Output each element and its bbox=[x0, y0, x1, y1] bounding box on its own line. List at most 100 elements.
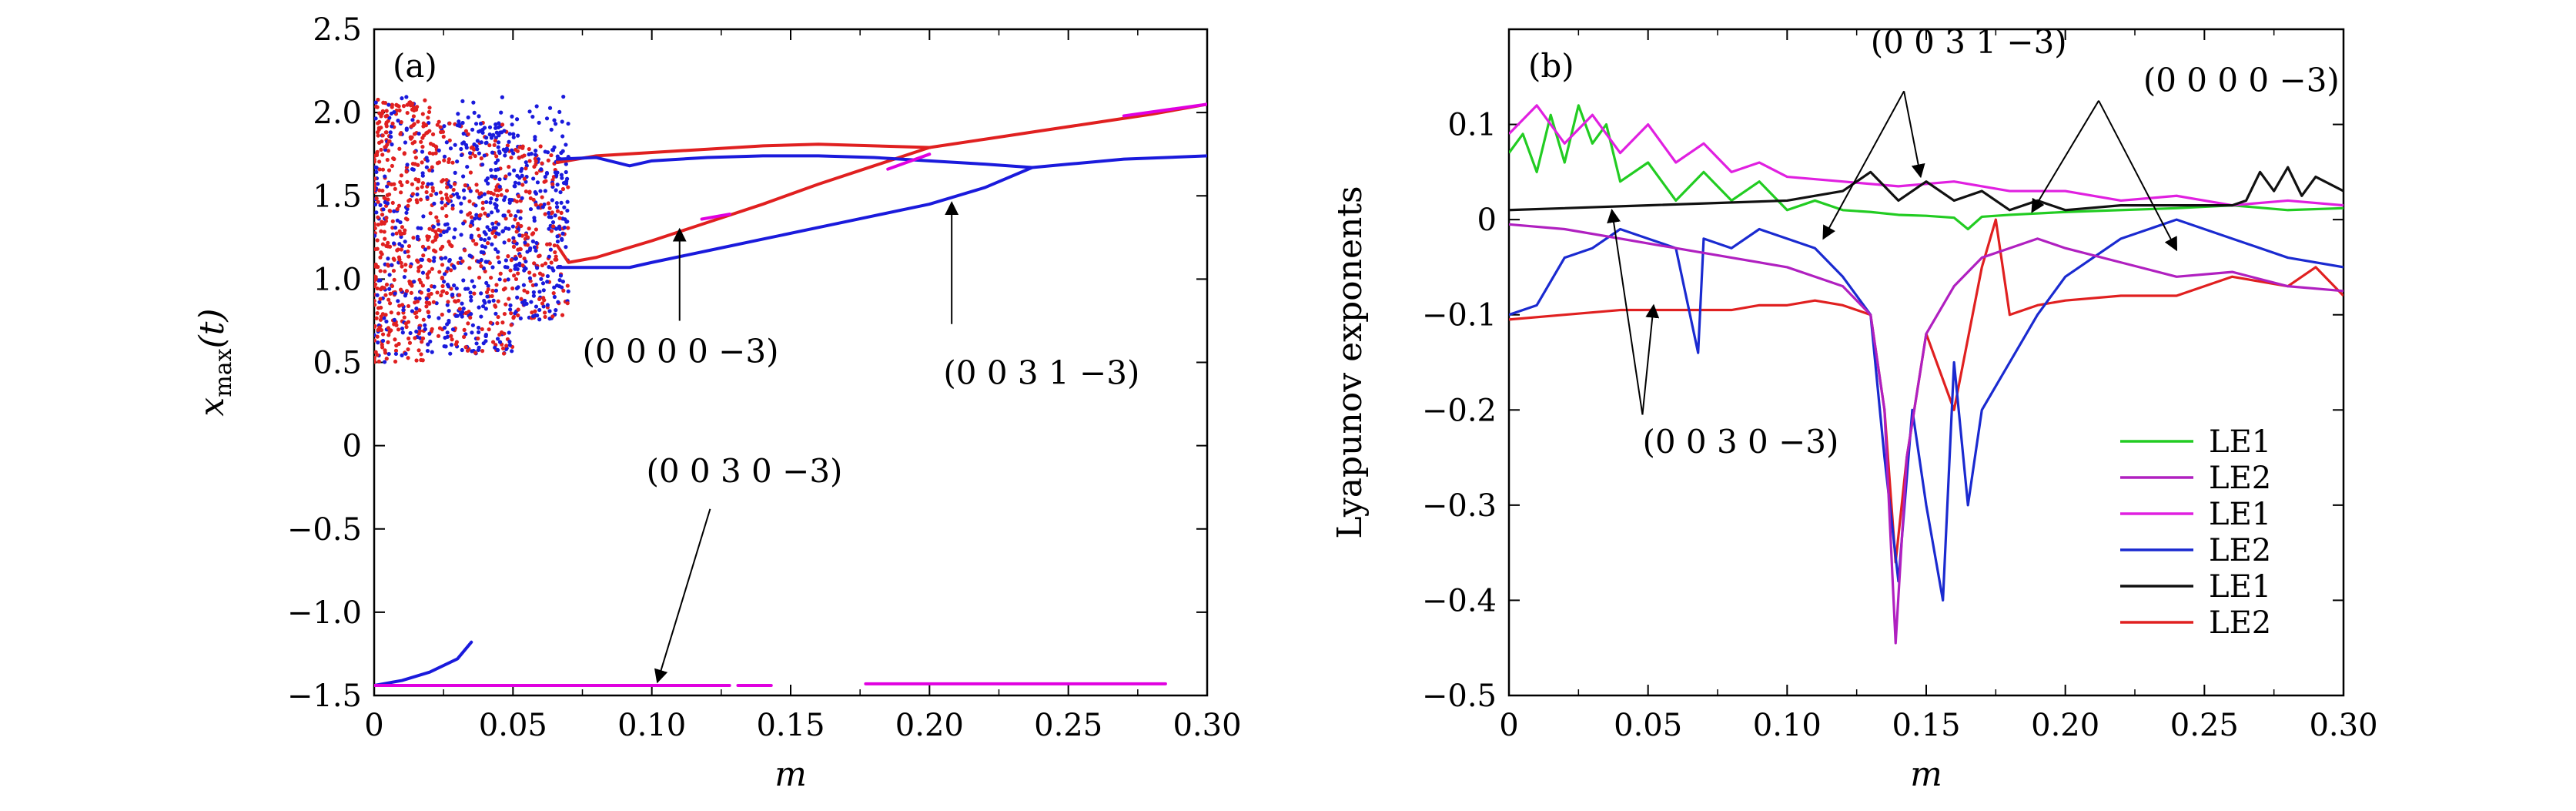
cloud-point bbox=[442, 344, 447, 349]
cloud-point bbox=[536, 254, 541, 259]
cloud-point bbox=[374, 226, 377, 231]
series-1-branch-0 bbox=[556, 154, 1034, 169]
cloud-point bbox=[454, 340, 460, 344]
cloud-point bbox=[504, 188, 510, 193]
cloud-point bbox=[480, 243, 485, 249]
cloud-point bbox=[400, 353, 404, 357]
cloud-point bbox=[503, 302, 508, 307]
cloud-point bbox=[406, 356, 410, 360]
y-tick-label: 1.5 bbox=[313, 179, 362, 214]
cloud-point bbox=[410, 101, 415, 106]
cloud-point bbox=[430, 227, 435, 233]
cloud-point bbox=[415, 186, 420, 191]
cloud-point bbox=[414, 315, 419, 320]
cloud-point bbox=[377, 167, 382, 172]
cloud-point bbox=[461, 140, 467, 145]
cloud-point bbox=[517, 181, 521, 186]
cloud-point bbox=[547, 214, 551, 220]
cloud-point bbox=[494, 130, 499, 135]
cloud-point bbox=[548, 247, 553, 252]
cloud-point bbox=[496, 140, 501, 145]
cloud-point bbox=[473, 203, 478, 208]
cloud-point bbox=[463, 345, 468, 350]
cloud-point bbox=[386, 333, 391, 337]
lyapunov-series-4 bbox=[1509, 166, 2343, 212]
cloud-point bbox=[397, 108, 402, 112]
cloud-point bbox=[448, 146, 453, 151]
cloud-point bbox=[400, 225, 405, 230]
cloud-point bbox=[431, 300, 436, 304]
cloud-point bbox=[451, 264, 456, 269]
cloud-point bbox=[449, 343, 454, 347]
cloud-point bbox=[417, 348, 421, 353]
cloud-point bbox=[459, 146, 463, 152]
cloud-point bbox=[524, 166, 528, 171]
cloud-point bbox=[434, 234, 439, 240]
cloud-point bbox=[495, 193, 500, 198]
cloud-point bbox=[479, 236, 483, 241]
cloud-point bbox=[450, 203, 455, 208]
cloud-point bbox=[423, 123, 429, 128]
cloud-point bbox=[403, 263, 408, 267]
cloud-point bbox=[468, 189, 473, 193]
cloud-point bbox=[449, 333, 453, 338]
chaotic-point-cloud bbox=[374, 94, 570, 364]
cloud-point bbox=[490, 293, 494, 299]
cloud-point bbox=[529, 152, 534, 156]
cloud-point bbox=[374, 355, 376, 360]
cloud-point bbox=[411, 114, 417, 119]
cloud-point bbox=[383, 236, 387, 241]
cloud-point bbox=[459, 209, 463, 214]
cloud-point bbox=[483, 260, 488, 264]
cloud-point bbox=[420, 336, 426, 340]
cloud-point bbox=[440, 283, 445, 289]
y-tick-label: −0.5 bbox=[287, 512, 362, 548]
cloud-point bbox=[432, 284, 437, 289]
cloud-point bbox=[427, 129, 432, 133]
cloud-point bbox=[552, 285, 557, 290]
cloud-point bbox=[375, 286, 380, 291]
cloud-point bbox=[425, 195, 430, 199]
cloud-point bbox=[424, 304, 429, 309]
cloud-point bbox=[494, 283, 499, 287]
cloud-point bbox=[510, 198, 514, 203]
cloud-point bbox=[545, 303, 550, 307]
cloud-point bbox=[427, 168, 432, 173]
cloud-point bbox=[473, 122, 479, 126]
cloud-point bbox=[415, 258, 420, 263]
cloud-point bbox=[513, 266, 517, 271]
cloud-point bbox=[456, 298, 460, 303]
cloud-point bbox=[397, 242, 402, 246]
cloud-point bbox=[384, 130, 389, 135]
cloud-point bbox=[460, 301, 464, 306]
cloud-point bbox=[560, 231, 565, 236]
cloud-point bbox=[508, 303, 513, 308]
cloud-point bbox=[420, 171, 425, 176]
cloud-point bbox=[506, 277, 510, 282]
cloud-point bbox=[394, 231, 399, 236]
cloud-point bbox=[427, 288, 431, 293]
x-tick-label: 0.10 bbox=[617, 708, 686, 743]
cloud-point bbox=[377, 159, 382, 164]
cloud-point bbox=[455, 123, 460, 128]
cloud-point bbox=[531, 197, 536, 202]
cloud-point bbox=[431, 224, 436, 230]
cloud-point bbox=[479, 156, 483, 161]
cloud-point bbox=[436, 219, 440, 223]
cloud-point bbox=[455, 159, 460, 164]
cloud-point bbox=[393, 359, 398, 364]
cloud-point bbox=[487, 125, 493, 129]
cloud-point bbox=[374, 210, 379, 215]
cloud-point bbox=[480, 163, 485, 167]
cloud-point bbox=[547, 254, 551, 259]
cloud-point bbox=[420, 283, 425, 288]
cloud-point bbox=[375, 334, 380, 339]
x-tick-label: 0.20 bbox=[895, 708, 964, 743]
cloud-point bbox=[448, 351, 453, 356]
panel-b-plot-area bbox=[1509, 104, 2343, 645]
cloud-point bbox=[517, 156, 521, 160]
cloud-point bbox=[374, 196, 379, 201]
cloud-point bbox=[443, 256, 448, 260]
